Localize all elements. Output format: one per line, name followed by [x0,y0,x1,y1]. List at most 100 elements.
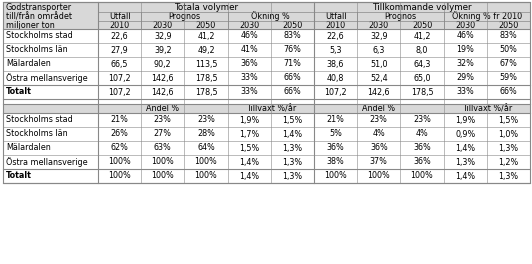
Text: Andel %: Andel % [146,104,179,113]
Text: 1,4%: 1,4% [239,172,259,181]
Text: 5%: 5% [329,130,342,139]
Text: 22,6: 22,6 [111,31,128,40]
Bar [314,12,530,21]
Text: 1,3%: 1,3% [498,144,519,153]
Text: 38,6: 38,6 [327,59,344,68]
Text: 1,3%: 1,3% [498,172,519,181]
Bar [3,29,530,43]
Text: Godstransporter: Godstransporter [6,2,72,12]
Text: Utfall: Utfall [109,12,130,21]
Text: 23%: 23% [197,116,215,125]
Text: 59%: 59% [500,73,518,82]
Text: 52,4: 52,4 [370,73,388,82]
Text: 142,6: 142,6 [152,87,174,97]
Text: 2010: 2010 [326,21,346,30]
Text: Stockholms stad: Stockholms stad [6,31,73,40]
Text: till/från området: till/från området [6,12,72,21]
Text: 107,2: 107,2 [109,73,131,82]
Bar [3,169,530,183]
Text: 90,2: 90,2 [154,59,172,68]
Text: 71%: 71% [284,59,301,68]
Text: Tillväxt %/år: Tillväxt %/år [462,104,512,113]
Bar [98,12,314,21]
Text: 66%: 66% [500,87,517,97]
Text: 178,5: 178,5 [411,87,433,97]
Text: 0,9%: 0,9% [455,130,475,139]
Text: 1,3%: 1,3% [282,172,303,181]
Text: 107,2: 107,2 [325,87,347,97]
Text: 26%: 26% [111,130,129,139]
Bar [98,21,314,29]
Text: 64%: 64% [197,144,215,153]
Text: 32,9: 32,9 [370,31,388,40]
Text: 40,8: 40,8 [327,73,344,82]
Text: 76%: 76% [284,45,301,54]
Text: 4%: 4% [415,130,428,139]
Text: Stockholms län: Stockholms län [6,130,68,139]
Bar [3,2,530,183]
Text: 1,3%: 1,3% [282,144,303,153]
Text: 178,5: 178,5 [195,73,217,82]
Text: 1,3%: 1,3% [282,158,303,167]
Text: 1,4%: 1,4% [455,144,475,153]
Text: 1,4%: 1,4% [282,130,303,139]
Text: 23%: 23% [370,116,388,125]
Text: Totalt: Totalt [6,172,32,181]
Bar [3,21,98,29]
Text: 2030: 2030 [369,21,389,30]
Bar [314,104,530,113]
Text: Stockholms stad: Stockholms stad [6,116,73,125]
Text: 46%: 46% [456,31,474,40]
Text: 83%: 83% [284,31,301,40]
Text: 41,2: 41,2 [413,31,431,40]
Text: 100%: 100% [152,158,174,167]
Text: 2010: 2010 [110,21,130,30]
Text: 178,5: 178,5 [195,87,217,97]
Text: 28%: 28% [197,130,215,139]
Text: 5,3: 5,3 [329,45,342,54]
Bar [98,104,314,113]
Text: 37%: 37% [370,158,388,167]
Text: 66%: 66% [284,73,301,82]
Text: 2050: 2050 [498,21,519,30]
Bar [98,2,314,12]
Text: Utfall: Utfall [325,12,346,21]
Text: 23%: 23% [154,116,172,125]
Text: 4%: 4% [372,130,385,139]
Text: 39,2: 39,2 [154,45,172,54]
Text: 41%: 41% [240,45,258,54]
Text: 36%: 36% [413,158,431,167]
Text: 1,9%: 1,9% [239,116,259,125]
Text: 49,2: 49,2 [197,45,215,54]
Text: 2030: 2030 [239,21,259,30]
Text: 46%: 46% [240,31,258,40]
Text: 41,2: 41,2 [197,31,215,40]
Text: 22,6: 22,6 [327,31,344,40]
Text: 66,5: 66,5 [111,59,128,68]
Text: 29%: 29% [456,73,474,82]
Text: 2050: 2050 [196,21,216,30]
Text: 66%: 66% [284,87,301,97]
Text: Andel %: Andel % [362,104,395,113]
Bar [3,12,98,21]
Text: Mälardalen: Mälardalen [6,144,51,153]
Text: 36%: 36% [240,59,258,68]
Text: 100%: 100% [152,172,174,181]
Text: 19%: 19% [456,45,474,54]
Text: 50%: 50% [500,45,517,54]
Text: 67%: 67% [500,59,517,68]
Text: 6,3: 6,3 [372,45,385,54]
Bar [3,113,530,127]
Text: 38%: 38% [327,158,345,167]
Text: 1,5%: 1,5% [239,144,259,153]
Bar [3,71,530,85]
Text: Östra mellansverige: Östra mellansverige [6,157,88,167]
Text: 36%: 36% [413,144,431,153]
Text: 83%: 83% [500,31,517,40]
Bar [314,21,530,29]
Text: Prognos: Prognos [384,12,417,21]
Text: 1,4%: 1,4% [455,172,475,181]
Text: Prognos: Prognos [168,12,201,21]
Text: 33%: 33% [240,87,258,97]
Text: 100%: 100% [324,172,347,181]
